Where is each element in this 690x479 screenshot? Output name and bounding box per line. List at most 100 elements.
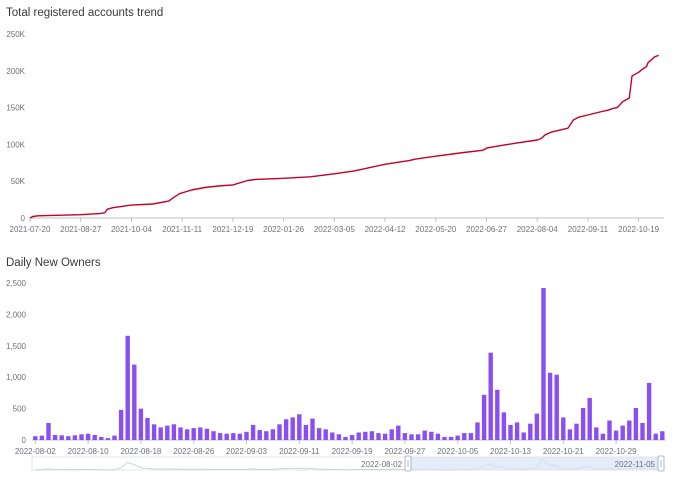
bar xyxy=(105,438,111,440)
bar xyxy=(382,433,388,440)
line-x-tick-label: 2021-10-04 xyxy=(111,225,152,234)
bar xyxy=(607,420,612,440)
bar xyxy=(224,433,229,440)
bar xyxy=(600,433,606,440)
bar xyxy=(501,412,507,440)
bar xyxy=(481,394,487,440)
bar xyxy=(554,374,559,440)
bar xyxy=(204,428,210,440)
bar xyxy=(79,434,84,440)
bar xyxy=(640,423,645,440)
bar-y-tick-label: 2,000 xyxy=(6,310,27,319)
bar xyxy=(99,436,104,440)
bar xyxy=(264,431,269,440)
bar xyxy=(118,409,124,440)
line-x-tick-label: 2022-09-11 xyxy=(568,225,609,234)
line-x-tick-label: 2021-07-20 xyxy=(10,225,51,234)
bar xyxy=(270,429,276,440)
bar xyxy=(178,427,183,440)
bar xyxy=(541,288,546,440)
bar xyxy=(165,425,170,440)
bar xyxy=(92,435,97,440)
bar-x-tick-label: 2022-08-18 xyxy=(120,447,161,456)
bar xyxy=(455,435,460,440)
bar xyxy=(191,428,196,440)
line-y-tick-label: 150K xyxy=(6,104,25,113)
bar xyxy=(125,335,130,440)
bar-x-tick-label: 2022-10-21 xyxy=(543,447,584,456)
zoom-slider-end-label: 2022-11-05 xyxy=(615,460,656,469)
bar xyxy=(198,427,203,440)
bar-y-tick-label: 2,500 xyxy=(6,279,27,288)
bar xyxy=(587,397,592,440)
bar xyxy=(257,430,262,440)
bar xyxy=(151,424,157,440)
bar-x-tick-label: 2022-09-03 xyxy=(226,447,267,456)
bar xyxy=(422,430,427,440)
line-x-tick-label: 2022-05-20 xyxy=(415,225,456,234)
bar xyxy=(594,427,599,440)
bar xyxy=(171,424,177,440)
bar-x-tick-label: 2022-08-02 xyxy=(15,447,56,456)
zoom-slider-selection[interactable] xyxy=(408,457,661,470)
bar xyxy=(323,429,328,440)
bar-x-tick-label: 2022-10-05 xyxy=(437,447,478,456)
bar xyxy=(429,431,434,440)
line-x-tick-label: 2022-03-05 xyxy=(314,225,355,234)
bar xyxy=(290,417,295,440)
bar-x-tick-label: 2022-10-29 xyxy=(596,447,637,456)
bar xyxy=(574,423,579,440)
bar xyxy=(633,408,639,440)
bar xyxy=(435,433,441,440)
bar xyxy=(145,418,150,440)
bar xyxy=(627,420,632,440)
line-x-tick-label: 2021-11-11 xyxy=(162,225,202,234)
bar xyxy=(369,431,375,440)
bar xyxy=(52,435,58,440)
line-y-tick-label: 200K xyxy=(6,67,25,76)
bar xyxy=(112,435,117,440)
bar xyxy=(620,425,625,440)
bar-x-tick-label: 2022-09-11 xyxy=(279,447,320,456)
bar xyxy=(217,433,223,440)
bar xyxy=(462,433,467,440)
bar xyxy=(132,364,137,440)
bar xyxy=(363,431,368,440)
bar xyxy=(59,435,64,440)
bar xyxy=(376,433,381,440)
bar xyxy=(389,429,394,440)
bar xyxy=(85,433,91,440)
bar xyxy=(277,424,282,440)
bar-x-tick-label: 2022-09-19 xyxy=(332,447,373,456)
line-series-total-accounts xyxy=(29,54,659,219)
bar xyxy=(184,429,190,440)
bar xyxy=(409,434,414,440)
bar xyxy=(283,419,289,440)
line-y-tick-label: 100K xyxy=(6,140,25,149)
bar-x-tick-label: 2022-10-13 xyxy=(490,447,531,456)
bar xyxy=(237,433,243,440)
bar xyxy=(488,352,493,440)
bar xyxy=(442,436,447,440)
bar xyxy=(66,436,71,440)
bar xyxy=(138,408,144,440)
bar xyxy=(580,408,586,440)
bar xyxy=(330,432,335,440)
bar xyxy=(495,389,500,440)
bar-y-tick-label: 1,500 xyxy=(6,342,27,351)
bar xyxy=(514,422,520,440)
line-x-tick-label: 2021-12-19 xyxy=(212,225,253,234)
line-y-tick-label: 0 xyxy=(21,214,26,223)
line-x-tick-label: 2022-10-19 xyxy=(618,225,659,234)
bar xyxy=(310,418,315,440)
bar xyxy=(475,422,480,440)
bar xyxy=(211,431,216,440)
bar xyxy=(646,382,652,440)
line-x-tick-label: 2022-06-27 xyxy=(466,225,507,234)
bar xyxy=(468,433,474,440)
line-x-tick-label: 2022-01-26 xyxy=(263,225,304,234)
bar-x-tick-label: 2022-08-10 xyxy=(68,447,109,456)
bar xyxy=(303,424,309,440)
line-y-tick-label: 250K xyxy=(6,30,25,39)
bar-x-tick-label: 2022-09-27 xyxy=(384,447,425,456)
